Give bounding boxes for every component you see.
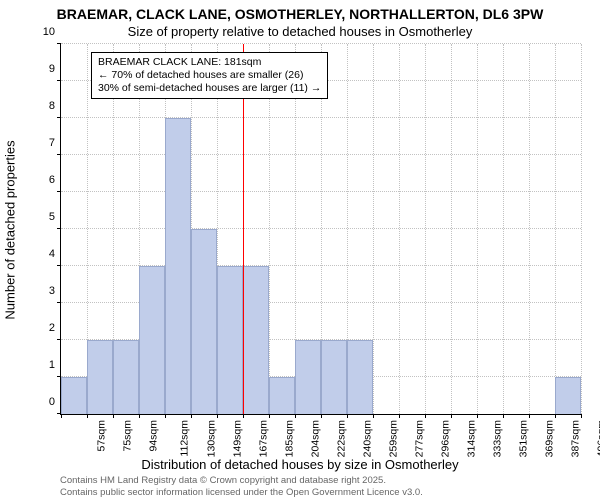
- x-tick-label: 130sqm: [205, 420, 217, 457]
- histogram-bar: [113, 340, 139, 414]
- x-tick-mark: [581, 414, 582, 418]
- y-tick-mark: [57, 191, 61, 192]
- histogram-bar: [191, 229, 217, 414]
- x-tick-label: 57sqm: [96, 420, 108, 452]
- annotation-line3: 30% of semi-detached houses are larger (…: [98, 82, 321, 95]
- y-tick-label: 5: [49, 211, 55, 223]
- x-tick-label: 167sqm: [257, 420, 269, 457]
- y-tick-mark: [57, 154, 61, 155]
- x-tick-mark: [399, 414, 400, 418]
- x-tick-label: 333sqm: [491, 420, 503, 457]
- gridline-vertical: [373, 44, 374, 414]
- y-tick-mark: [57, 302, 61, 303]
- y-tick-mark: [57, 117, 61, 118]
- x-tick-mark: [113, 414, 114, 418]
- x-axis-label: Distribution of detached houses by size …: [0, 457, 600, 472]
- x-tick-label: 222sqm: [335, 420, 347, 457]
- x-tick-mark: [555, 414, 556, 418]
- y-tick-label: 0: [49, 396, 55, 408]
- x-tick-mark: [373, 414, 374, 418]
- y-tick-label: 8: [49, 100, 55, 112]
- gridline-vertical: [503, 44, 504, 414]
- x-tick-mark: [477, 414, 478, 418]
- y-tick-label: 9: [49, 63, 55, 75]
- x-tick-mark: [529, 414, 530, 418]
- gridline-vertical: [555, 44, 556, 414]
- gridline-vertical: [581, 44, 582, 414]
- gridline-vertical: [425, 44, 426, 414]
- x-tick-label: 259sqm: [387, 420, 399, 457]
- x-tick-label: 369sqm: [543, 420, 555, 457]
- histogram-bar: [321, 340, 347, 414]
- x-tick-label: 75sqm: [122, 420, 134, 452]
- x-tick-label: 149sqm: [231, 420, 243, 457]
- x-tick-label: 277sqm: [413, 420, 425, 457]
- y-tick-label: 7: [49, 137, 55, 149]
- histogram-bar: [555, 377, 581, 414]
- x-tick-mark: [503, 414, 504, 418]
- x-tick-mark: [347, 414, 348, 418]
- x-tick-mark: [165, 414, 166, 418]
- y-tick-mark: [57, 265, 61, 266]
- histogram-bar: [165, 118, 191, 414]
- chart-footer: Contains HM Land Registry data © Crown c…: [60, 475, 423, 498]
- gridline-vertical: [529, 44, 530, 414]
- gridline-vertical: [269, 44, 270, 414]
- x-tick-label: 351sqm: [517, 420, 529, 457]
- y-tick-label: 1: [49, 359, 55, 371]
- y-tick-label: 3: [49, 285, 55, 297]
- histogram-bar: [217, 266, 243, 414]
- footer-line2: Contains public sector information licen…: [60, 487, 423, 498]
- x-tick-mark: [269, 414, 270, 418]
- histogram-bar: [243, 266, 269, 414]
- x-tick-mark: [321, 414, 322, 418]
- x-tick-label: 240sqm: [361, 420, 373, 457]
- x-tick-mark: [139, 414, 140, 418]
- x-tick-mark: [451, 414, 452, 418]
- annotation-line2: ← 70% of detached houses are smaller (26…: [98, 69, 321, 82]
- histogram-bar: [269, 377, 295, 414]
- chart-title-sub: Size of property relative to detached ho…: [0, 24, 600, 39]
- chart-container: BRAEMAR, CLACK LANE, OSMOTHERLEY, NORTHA…: [0, 0, 600, 500]
- histogram-bar: [347, 340, 373, 414]
- histogram-bar: [87, 340, 113, 414]
- x-tick-label: 204sqm: [309, 420, 321, 457]
- x-tick-label: 406sqm: [595, 420, 600, 457]
- y-axis-label: Number of detached properties: [3, 140, 18, 319]
- x-tick-label: 387sqm: [569, 420, 581, 457]
- x-tick-label: 314sqm: [465, 420, 477, 457]
- x-tick-label: 296sqm: [439, 420, 451, 457]
- x-tick-label: 94sqm: [148, 420, 160, 452]
- x-tick-mark: [61, 414, 62, 418]
- x-tick-label: 185sqm: [283, 420, 295, 457]
- x-tick-mark: [217, 414, 218, 418]
- y-tick-mark: [57, 228, 61, 229]
- footer-line1: Contains HM Land Registry data © Crown c…: [60, 475, 423, 486]
- y-tick-label: 4: [49, 248, 55, 260]
- plot-area: 01234567891057sqm75sqm94sqm112sqm130sqm1…: [60, 44, 581, 415]
- gridline-vertical: [477, 44, 478, 414]
- annotation-box: BRAEMAR CLACK LANE: 181sqm ← 70% of deta…: [91, 52, 328, 99]
- x-tick-mark: [425, 414, 426, 418]
- gridline-vertical: [451, 44, 452, 414]
- x-tick-mark: [243, 414, 244, 418]
- x-tick-mark: [87, 414, 88, 418]
- y-tick-mark: [57, 80, 61, 81]
- x-tick-mark: [295, 414, 296, 418]
- histogram-bar: [61, 377, 87, 414]
- y-tick-label: 10: [43, 26, 55, 38]
- annotation-line1: BRAEMAR CLACK LANE: 181sqm: [98, 56, 321, 69]
- x-tick-mark: [191, 414, 192, 418]
- y-tick-label: 2: [49, 322, 55, 334]
- histogram-bar: [139, 266, 165, 414]
- x-tick-label: 112sqm: [179, 420, 191, 457]
- reference-line: [243, 44, 244, 414]
- y-tick-mark: [57, 339, 61, 340]
- y-tick-mark: [57, 43, 61, 44]
- gridline-vertical: [399, 44, 400, 414]
- histogram-bar: [295, 340, 321, 414]
- y-tick-label: 6: [49, 174, 55, 186]
- chart-title-main: BRAEMAR, CLACK LANE, OSMOTHERLEY, NORTHA…: [0, 6, 600, 22]
